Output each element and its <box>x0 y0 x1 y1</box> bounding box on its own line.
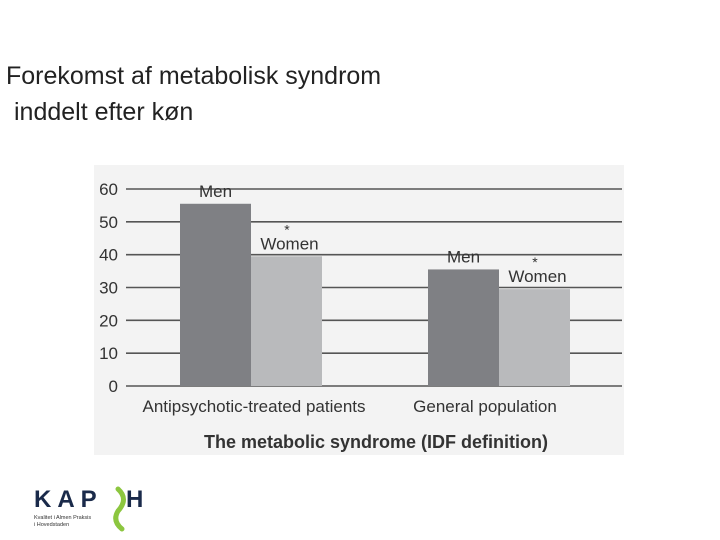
y-tick-label: 40 <box>99 246 118 265</box>
series-label-men: Men <box>447 247 480 266</box>
series-label-men: Men <box>199 182 232 201</box>
significance-marker: * <box>284 221 290 237</box>
y-tick-label: 0 <box>109 377 118 396</box>
category-label: Antipsychotic-treated patients <box>142 397 365 416</box>
logo-wordmark: KAP <box>34 486 103 513</box>
slide-title: Forekomst af metabolisk syndrom inddelt … <box>6 58 526 130</box>
y-tick-label: 30 <box>99 279 118 298</box>
significance-marker: * <box>532 254 538 270</box>
series-label-women: Women <box>508 267 566 286</box>
y-tick-label: 60 <box>99 180 118 199</box>
logo-subtitle-line2: i Hovedstaden <box>34 522 69 528</box>
y-tick-label: 20 <box>99 311 118 330</box>
series-label-women: Women <box>260 234 318 253</box>
kaph-logo: KAP H Kvalitet i Almen Praksis i Hovedst… <box>34 486 149 532</box>
logo-subtitle-line1: Kvalitet i Almen Praksis <box>34 515 91 521</box>
bar-women <box>499 289 570 386</box>
logo-wordmark-h: H <box>126 486 149 513</box>
bar-men <box>180 203 251 386</box>
x-axis-categories: Antipsychotic-treated patients General po… <box>142 397 556 416</box>
bar-men <box>428 269 499 386</box>
slide-title-line1: Forekomst af metabolisk syndrom <box>6 62 382 90</box>
category-label: General population <box>413 397 557 416</box>
slide-title-line2: inddelt efter køn <box>14 98 194 126</box>
logo-leaf-icon <box>113 486 126 532</box>
bars <box>180 203 570 386</box>
y-tick-label: 10 <box>99 344 118 363</box>
y-axis-ticks: 0 10 20 30 40 50 60 <box>99 180 118 396</box>
x-axis-title: The metabolic syndrome (IDF definition) <box>204 432 548 452</box>
y-tick-label: 50 <box>99 213 118 232</box>
bar-women <box>251 256 322 386</box>
